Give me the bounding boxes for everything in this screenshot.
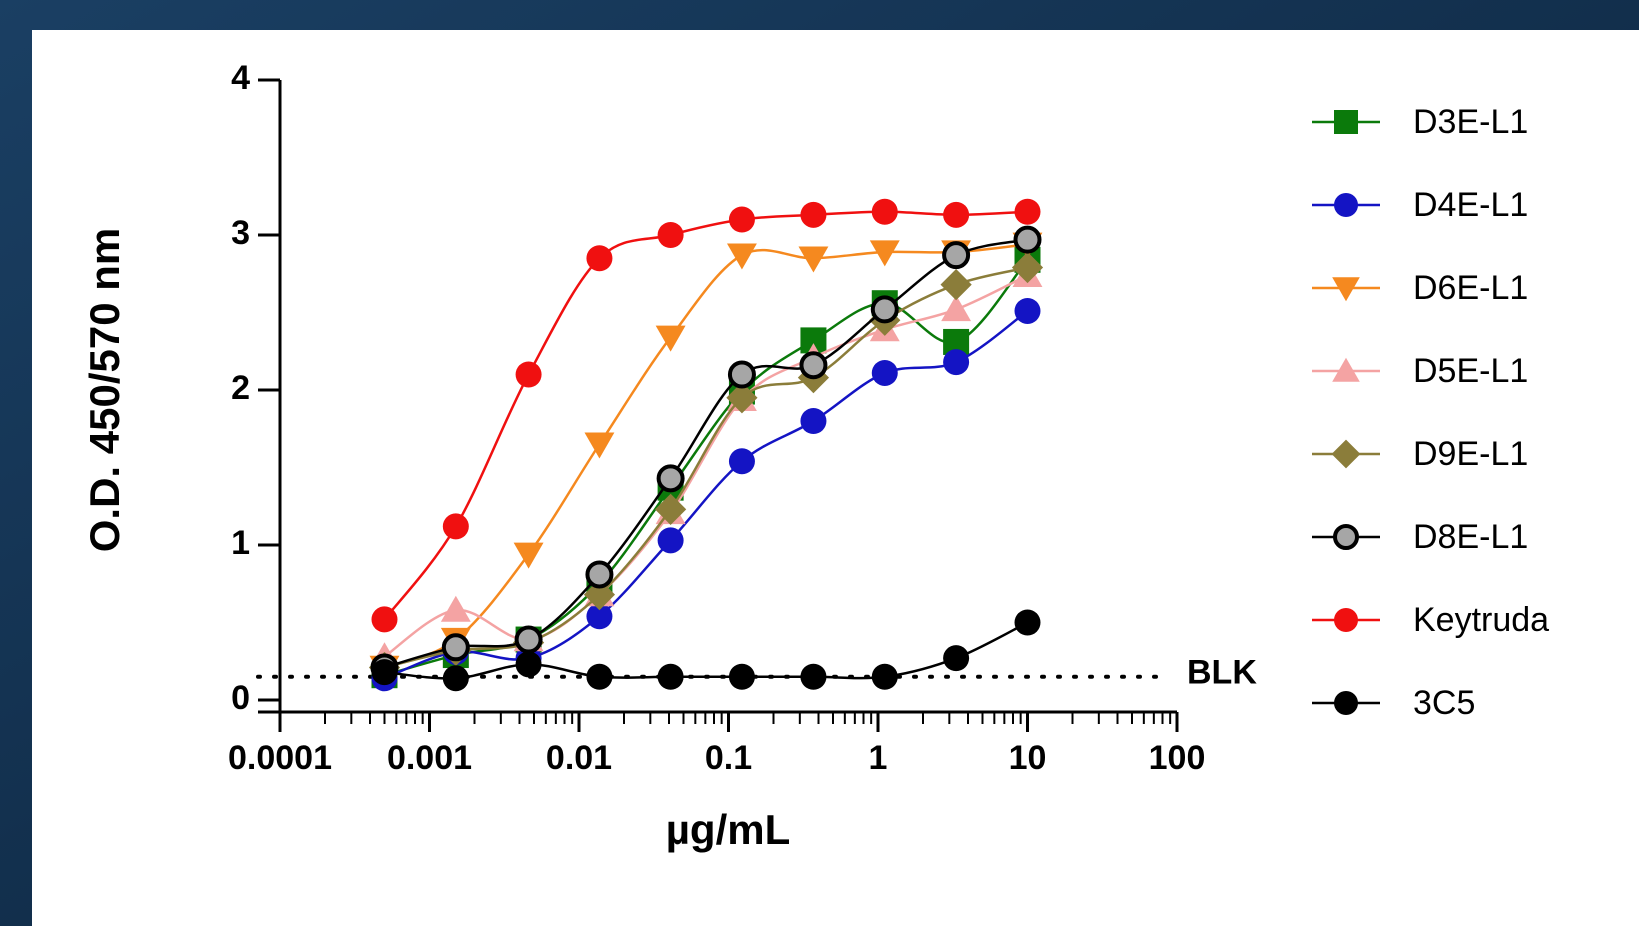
data-point [944,243,968,267]
x-tick-label: 0.001 [387,739,472,777]
chart: µg/mL O.D. 450/570 nm 0 1 2 3 4 0.0001 0.001 0.… [0,0,1639,926]
data-point [516,362,542,388]
data-point [586,664,612,690]
legend-marker [1334,193,1358,217]
legend-label: D5E-L1 [1413,352,1528,390]
data-point [800,408,826,434]
panel [32,30,1639,926]
legend-label: D6E-L1 [1413,269,1528,307]
data-point [1015,298,1041,324]
legend-marker [1334,608,1358,632]
legend-label: D4E-L1 [1413,186,1528,224]
y-axis-title: O.D. 450/570 nm [81,228,128,553]
x-tick-label: 1 [869,739,888,777]
data-point [371,659,397,685]
data-point [873,297,897,321]
data-point [517,628,541,652]
data-point [587,562,611,586]
x-axis-title: µg/mL [666,806,791,853]
data-point [872,664,898,690]
y-tick-label: 3 [231,214,250,252]
y-tick-label: 4 [231,59,250,97]
data-point [586,245,612,271]
data-point [371,606,397,632]
data-point [801,353,825,377]
data-point [800,664,826,690]
x-tick-label: 10 [1009,739,1047,777]
data-point [943,202,969,228]
x-tick-label: 100 [1149,739,1206,777]
data-point [516,651,542,677]
data-point [443,665,469,691]
data-point [943,645,969,671]
reference-label: BLK [1187,654,1257,692]
data-point [730,363,754,387]
data-point [800,202,826,228]
legend-label: D8E-L1 [1413,518,1528,556]
data-point [1016,228,1040,252]
legend-marker [1334,691,1358,715]
legend-label: 3C5 [1413,684,1475,722]
data-point [729,448,755,474]
y-tick-label: 1 [231,524,250,562]
x-tick-label: 0.1 [705,739,752,777]
data-point [658,527,684,553]
data-point [729,664,755,690]
legend-label: D3E-L1 [1413,103,1528,141]
data-point [444,635,468,659]
data-point [658,222,684,248]
x-tick-label: 0.01 [546,739,612,777]
x-tick-label: 0.0001 [228,739,332,777]
y-tick-label: 0 [231,679,250,717]
data-point [659,466,683,490]
legend-marker [1335,526,1357,548]
y-tick-label: 2 [231,369,250,407]
data-point [443,513,469,539]
legend-marker [1334,110,1358,134]
data-point [729,207,755,233]
data-point [1015,199,1041,225]
data-point [943,349,969,375]
data-point [872,360,898,386]
data-point [658,664,684,690]
data-point [872,199,898,225]
data-point [1015,610,1041,636]
legend-label: Keytruda [1413,601,1549,639]
legend-label: D9E-L1 [1413,435,1528,473]
